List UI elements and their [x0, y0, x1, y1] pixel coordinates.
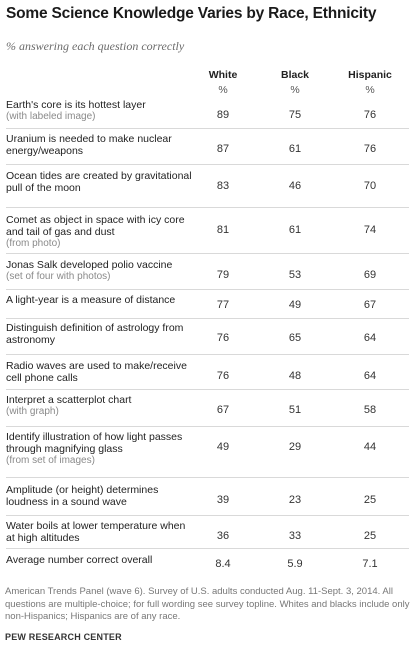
question-label: A light-year is a measure of distance: [6, 294, 196, 306]
footnote: American Trends Panel (wave 6). Survey o…: [5, 586, 410, 622]
row-divider: [6, 253, 409, 254]
value-cell-white: 67: [216, 404, 230, 416]
question-label: Identify illustration of how light passe…: [6, 431, 196, 468]
question-text: Amplitude (or height) determines loudnes…: [6, 484, 159, 509]
question-detail: (set of four with photos): [6, 271, 111, 283]
question-label: Interpret a scatterplot chart (with graph…: [6, 394, 196, 418]
value-cell-black: 75: [288, 109, 302, 121]
question-label: Water boils at lower temperature when at…: [6, 520, 196, 544]
row-divider: [6, 477, 409, 478]
chart-title: Some Science Knowledge Varies by Race, E…: [6, 5, 377, 22]
value-cell-black: 61: [288, 224, 302, 236]
question-label: Amplitude (or height) determines loudnes…: [6, 484, 196, 508]
question-label: Average number correct overall: [6, 554, 196, 566]
value-cell-white: 36: [216, 530, 230, 542]
question-text: Uranium is needed to make nuclear energy…: [6, 133, 172, 158]
value-cell-white: 49: [216, 441, 230, 453]
row-divider: [6, 389, 409, 390]
question-text: Identify illustration of how light passe…: [6, 431, 183, 456]
value-cell-hispanic: 58: [363, 404, 377, 416]
value-cell-hispanic: 67: [363, 299, 377, 311]
value-cell-hispanic: 25: [363, 494, 377, 506]
question-text: Comet as object in space with icy core a…: [6, 214, 185, 239]
value-cell-white: 76: [216, 370, 230, 382]
value-cell-hispanic: 76: [363, 109, 377, 121]
value-cell-white: 81: [216, 224, 230, 236]
value-cell-white: 83: [216, 180, 230, 192]
question-text: Distinguish definition of astrology from…: [6, 322, 184, 347]
column-header-white: White: [208, 69, 238, 81]
value-cell-black: 65: [288, 332, 302, 344]
row-divider: [6, 515, 409, 516]
question-text: Ocean tides are created by gravitational…: [6, 170, 192, 195]
row-divider: [6, 548, 409, 549]
question-label: Uranium is needed to make nuclear energy…: [6, 133, 196, 157]
value-cell-hispanic: 44: [363, 441, 377, 453]
row-divider: [6, 128, 409, 129]
question-label: Comet as object in space with icy core a…: [6, 214, 196, 251]
value-cell-white: 89: [216, 109, 230, 121]
value-cell-white: 79: [216, 269, 230, 281]
value-cell-hispanic: 69: [363, 269, 377, 281]
value-cell-white: 8.4: [215, 558, 231, 570]
row-divider: [6, 318, 409, 319]
value-cell-hispanic: 25: [363, 530, 377, 542]
value-cell-white: 77: [216, 299, 230, 311]
value-cell-black: 61: [288, 143, 302, 155]
value-cell-hispanic: 76: [363, 143, 377, 155]
value-cell-black: 53: [288, 269, 302, 281]
value-cell-black: 51: [288, 404, 302, 416]
value-cell-white: 76: [216, 332, 230, 344]
value-cell-hispanic: 64: [363, 370, 377, 382]
question-detail: (with labeled image): [6, 111, 96, 123]
value-cell-black: 46: [288, 180, 302, 192]
question-detail: (from set of images): [6, 455, 95, 467]
question-text: Interpret a scatterplot chart: [6, 394, 132, 406]
question-detail: (with graph): [6, 406, 59, 418]
question-label: Ocean tides are created by gravitational…: [6, 170, 196, 194]
value-cell-black: 49: [288, 299, 302, 311]
value-cell-black: 29: [288, 441, 302, 453]
row-divider: [6, 354, 409, 355]
value-cell-black: 33: [288, 530, 302, 542]
question-text: Radio waves are used to make/receive cel…: [6, 360, 187, 385]
column-unit-hispanic: %: [365, 84, 375, 96]
question-detail: (from photo): [6, 238, 61, 250]
question-label: Radio waves are used to make/receive cel…: [6, 360, 196, 384]
row-divider: [6, 207, 409, 208]
question-label: Jonas Salk developed polio vaccine (set o…: [6, 259, 196, 283]
value-cell-hispanic: 70: [363, 180, 377, 192]
row-divider: [6, 426, 409, 427]
question-text: Water boils at lower temperature when at…: [6, 520, 186, 545]
question-text: Earth's core is its hottest layer: [6, 99, 146, 111]
row-divider: [6, 289, 409, 290]
value-cell-hispanic: 7.1: [362, 558, 378, 570]
value-cell-black: 23: [288, 494, 302, 506]
question-label: Earth's core is its hottest layer (with l…: [6, 99, 196, 123]
question-label: Distinguish definition of astrology from…: [6, 322, 196, 346]
column-unit-black: %: [290, 84, 300, 96]
value-cell-hispanic: 64: [363, 332, 377, 344]
column-header-black: Black: [280, 69, 310, 81]
column-header-hispanic: Hispanic: [348, 69, 392, 81]
chart-subtitle: % answering each question correctly: [6, 39, 185, 53]
value-cell-white: 39: [216, 494, 230, 506]
value-cell-black: 5.9: [287, 558, 303, 570]
column-unit-white: %: [218, 84, 228, 96]
question-text: Jonas Salk developed polio vaccine: [6, 259, 173, 271]
value-cell-black: 48: [288, 370, 302, 382]
value-cell-white: 87: [216, 143, 230, 155]
value-cell-hispanic: 74: [363, 224, 377, 236]
question-text: A light-year is a measure of distance: [6, 294, 176, 306]
question-text: Average number correct overall: [6, 554, 153, 566]
source-credit: PEW RESEARCH CENTER: [5, 632, 122, 642]
row-divider: [6, 164, 409, 165]
